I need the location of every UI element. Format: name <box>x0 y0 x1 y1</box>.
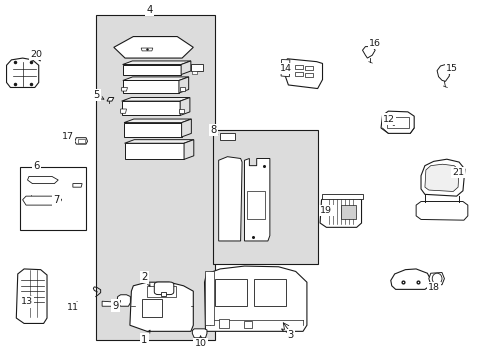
Polygon shape <box>6 58 39 87</box>
Bar <box>215 279 246 306</box>
Polygon shape <box>281 59 289 77</box>
Polygon shape <box>122 81 179 93</box>
Polygon shape <box>73 184 82 187</box>
Polygon shape <box>102 301 113 306</box>
Text: 7: 7 <box>53 195 60 205</box>
Polygon shape <box>420 159 464 196</box>
Polygon shape <box>380 111 413 134</box>
Text: 18: 18 <box>427 283 439 292</box>
Polygon shape <box>122 101 180 116</box>
Text: 3: 3 <box>287 330 293 340</box>
Polygon shape <box>107 98 114 101</box>
Bar <box>321 194 362 199</box>
FancyBboxPatch shape <box>154 282 173 294</box>
Bar <box>147 286 176 297</box>
Polygon shape <box>181 61 190 75</box>
Bar <box>96 15 215 339</box>
Polygon shape <box>16 269 47 323</box>
Text: 4: 4 <box>146 5 152 15</box>
Polygon shape <box>192 329 206 338</box>
Bar <box>254 279 285 306</box>
Polygon shape <box>130 282 193 331</box>
Ellipse shape <box>431 273 441 284</box>
Polygon shape <box>436 64 448 81</box>
Polygon shape <box>415 202 467 220</box>
Polygon shape <box>22 196 61 205</box>
Bar <box>212 130 317 264</box>
Text: 16: 16 <box>368 39 381 48</box>
Bar <box>305 73 313 77</box>
Polygon shape <box>179 109 183 113</box>
Polygon shape <box>124 119 191 123</box>
Polygon shape <box>183 140 193 159</box>
Polygon shape <box>362 46 374 58</box>
Text: 5: 5 <box>93 90 99 100</box>
Bar <box>244 321 251 328</box>
Text: 20: 20 <box>30 50 42 59</box>
Polygon shape <box>428 273 444 285</box>
Text: 9: 9 <box>112 301 119 311</box>
Polygon shape <box>75 138 87 144</box>
Bar <box>220 134 234 140</box>
Text: 1: 1 <box>141 334 147 345</box>
Text: 15: 15 <box>445 64 457 73</box>
Text: 11: 11 <box>67 303 79 312</box>
Bar <box>386 117 408 128</box>
Bar <box>191 71 196 74</box>
Polygon shape <box>244 158 269 241</box>
Polygon shape <box>122 77 188 81</box>
Polygon shape <box>121 109 126 113</box>
Text: 21: 21 <box>451 168 463 177</box>
Text: 14: 14 <box>279 64 291 73</box>
Bar <box>160 292 166 296</box>
Polygon shape <box>320 197 361 227</box>
Bar <box>340 205 355 220</box>
Bar <box>294 72 302 76</box>
Text: 17: 17 <box>62 132 74 141</box>
Bar <box>305 66 313 70</box>
Text: 13: 13 <box>21 297 33 306</box>
Bar <box>190 64 203 71</box>
Bar <box>246 191 265 220</box>
Polygon shape <box>181 119 191 137</box>
Polygon shape <box>117 295 130 306</box>
Bar <box>294 64 302 69</box>
Polygon shape <box>122 98 189 101</box>
Polygon shape <box>114 37 193 58</box>
Polygon shape <box>424 164 458 192</box>
Bar <box>142 299 161 317</box>
Polygon shape <box>27 176 58 184</box>
Polygon shape <box>179 87 184 91</box>
Text: 8: 8 <box>210 125 216 135</box>
Polygon shape <box>282 59 322 89</box>
Polygon shape <box>124 140 193 143</box>
Polygon shape <box>179 77 188 93</box>
Polygon shape <box>390 269 430 289</box>
Text: 2: 2 <box>141 272 147 282</box>
Bar <box>78 139 84 143</box>
Polygon shape <box>204 266 306 331</box>
Bar <box>219 319 228 328</box>
Polygon shape <box>124 143 183 159</box>
Polygon shape <box>122 64 181 75</box>
Polygon shape <box>141 48 153 51</box>
Polygon shape <box>180 98 189 116</box>
Polygon shape <box>122 87 127 91</box>
Polygon shape <box>218 157 242 241</box>
Bar <box>20 167 86 230</box>
Text: 12: 12 <box>383 114 394 123</box>
Polygon shape <box>122 61 190 64</box>
Bar <box>205 271 214 325</box>
Text: 6: 6 <box>34 161 40 171</box>
Text: 19: 19 <box>320 206 332 215</box>
Text: 10: 10 <box>194 339 206 348</box>
Polygon shape <box>124 123 181 137</box>
